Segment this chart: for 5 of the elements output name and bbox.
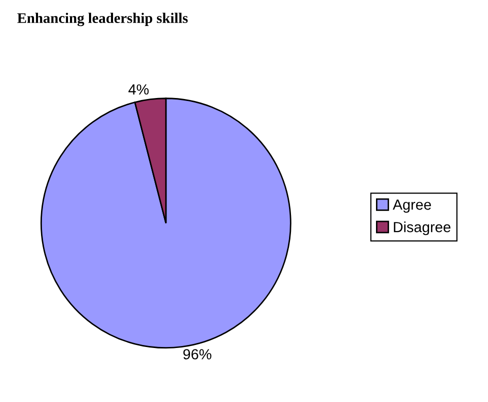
legend-label: Disagree	[394, 222, 450, 236]
legend-label: Agree	[392, 200, 431, 213]
data-label: 96%	[183, 349, 212, 360]
chart-title: Enhancing leadership skills	[17, 12, 188, 26]
data-label: 4%	[128, 84, 149, 95]
